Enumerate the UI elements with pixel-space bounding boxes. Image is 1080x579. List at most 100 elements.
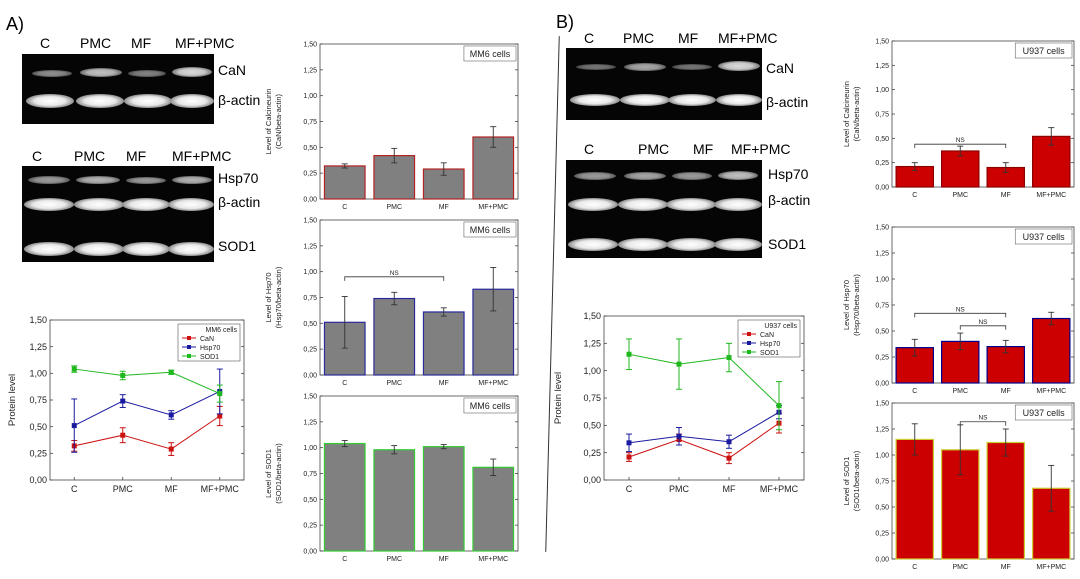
- data-point: [168, 412, 174, 418]
- y-axis-label: (CaN/beta-actin): [274, 93, 283, 149]
- y-tick-label: 1,50: [303, 393, 317, 400]
- blot-lane-label: C: [584, 30, 595, 46]
- legend-marker: [187, 345, 191, 349]
- blot-band: [620, 94, 670, 106]
- chart-svg: 0,00 0,25 0,50 0,75 1,00 1,25 1,50 Level of SOD…: [264, 393, 519, 563]
- western-blot-image: [566, 160, 762, 258]
- x-tick-label: MF: [1001, 192, 1011, 199]
- y-axis-label: Level of Hsp70: [264, 272, 273, 322]
- series-line: [74, 391, 220, 427]
- blot-band-label: CaN: [766, 60, 795, 76]
- y-tick-label: 0,25: [583, 448, 601, 458]
- legend-title: MM6 cells: [205, 327, 237, 334]
- data-point: [217, 391, 223, 397]
- y-axis-label: (SOD1/beta-actin): [852, 450, 861, 511]
- bar: [422, 311, 465, 376]
- y-tick-label: 0,00: [303, 196, 317, 203]
- y-tick-label: 1,25: [29, 342, 47, 352]
- blot-band: [124, 94, 172, 108]
- x-tick-label: PMC: [386, 380, 402, 387]
- blot-lane-label: C: [584, 141, 595, 157]
- blot-band: [666, 238, 716, 251]
- y-tick-label: 0,75: [29, 395, 47, 405]
- ns-label: NS: [978, 415, 988, 422]
- y-tick-label: 1,25: [583, 338, 601, 348]
- y-axis-label: Protein level: [553, 372, 564, 424]
- blot-band-label: Hsp70: [218, 170, 259, 186]
- data-point: [120, 372, 126, 378]
- y-tick-label: 0,75: [875, 478, 889, 485]
- bar: [373, 449, 416, 552]
- y-tick-label: 0,50: [29, 422, 47, 432]
- y-tick-label: 1,50: [29, 315, 47, 325]
- y-tick-label: 0,75: [875, 302, 889, 309]
- blot-band: [74, 198, 124, 211]
- bar: [940, 150, 980, 188]
- data-point: [168, 446, 174, 452]
- blot-band: [172, 67, 212, 77]
- blot-band: [714, 198, 762, 211]
- blot-band: [668, 94, 716, 106]
- chart-title-box: [463, 397, 517, 414]
- blot-band: [74, 242, 124, 256]
- blot-band: [168, 198, 214, 211]
- data-point: [120, 398, 126, 404]
- x-tick-label: PMC: [952, 564, 968, 571]
- y-axis-label: Level of SOD1: [264, 449, 273, 498]
- chart-b-hsp70-bar: 0,00 0,25 0,50 0,75 1,00 1,25 1,50 Level of Hsp…: [840, 222, 1076, 398]
- y-tick-label: 0,00: [875, 184, 889, 191]
- blot-band: [570, 94, 620, 106]
- chart-title: U937 cells: [1023, 232, 1066, 242]
- y-tick-label: 1,00: [29, 368, 47, 378]
- blot-band: [718, 171, 758, 180]
- data-point: [71, 366, 77, 372]
- data-point: [726, 455, 732, 461]
- x-tick-label: C: [342, 556, 347, 563]
- bar: [373, 297, 416, 376]
- blot-band-label: β-actin: [218, 92, 261, 108]
- x-tick-label: MF+PMC: [201, 484, 240, 494]
- x-tick-label: C: [912, 192, 917, 199]
- blot-lane-label: PMC: [80, 35, 112, 51]
- bar: [472, 466, 515, 552]
- chart-title: MM6 cells: [470, 225, 511, 235]
- x-tick-label: MF+PMC: [1036, 564, 1066, 571]
- y-axis-label: (SOD1/beta-actin): [274, 443, 283, 504]
- y-tick-label: 1,25: [303, 243, 317, 250]
- blot-band-label: SOD1: [218, 238, 257, 254]
- ns-bracket: [914, 312, 1007, 318]
- blot-band: [172, 176, 212, 184]
- blot-band: [568, 198, 618, 211]
- chart-a-protein-level-line: 0,00 0,25 0,50 0,75 1,00 1,25 1,50 Protein leve…: [2, 312, 252, 502]
- y-tick-label: 0,00: [303, 548, 317, 555]
- ns-bracket: [344, 276, 445, 281]
- y-tick-label: 0,25: [875, 530, 889, 537]
- blot-band: [576, 64, 616, 70]
- y-tick-label: 0,25: [303, 523, 317, 530]
- legend-label: Hsp70: [760, 341, 780, 348]
- data-point: [71, 423, 77, 429]
- data-point: [168, 369, 174, 375]
- ns-label: NS: [956, 306, 966, 313]
- y-tick-label: 1,00: [303, 269, 317, 276]
- chart-title-box: [463, 221, 517, 238]
- legend-marker: [747, 341, 751, 345]
- y-axis-label: Protein level: [7, 374, 18, 426]
- legend-marker: [747, 350, 751, 354]
- blot-band: [714, 238, 762, 251]
- legend-label: SOD1: [760, 350, 779, 357]
- y-tick-label: 0,50: [875, 328, 889, 335]
- x-tick-label: C: [626, 484, 633, 494]
- y-tick-label: 0,50: [875, 504, 889, 511]
- bar: [1031, 317, 1071, 384]
- blot-band: [128, 70, 166, 77]
- y-tick-label: 1,00: [303, 445, 317, 452]
- blot-lane-label: PMC: [623, 30, 655, 46]
- series-line: [74, 415, 221, 450]
- y-tick-label: 0,00: [583, 475, 601, 485]
- x-tick-label: C: [342, 204, 347, 211]
- y-tick-label: 0,25: [303, 171, 317, 178]
- y-tick-label: 1,50: [583, 312, 601, 321]
- chart-svg: 0,00 0,25 0,50 0,75 1,00 1,25 1,50 Protein leve…: [7, 315, 245, 494]
- y-tick-label: 1,50: [875, 38, 889, 45]
